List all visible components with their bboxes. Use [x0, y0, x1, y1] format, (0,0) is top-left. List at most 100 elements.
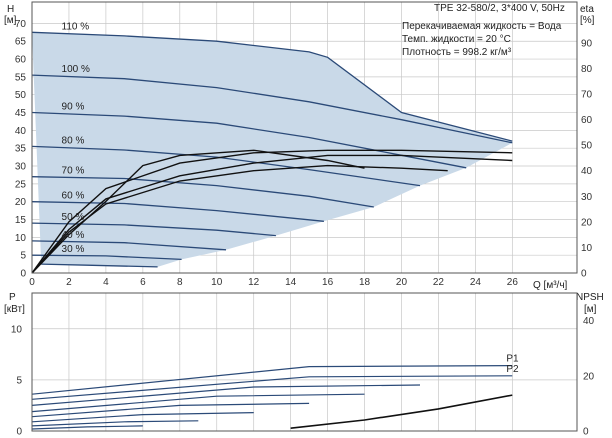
y-left-tick-label: 25 [15, 179, 27, 190]
efficiency-curve [31, 149, 365, 274]
p-tick-label: 5 [16, 375, 22, 386]
power-curve [31, 402, 310, 418]
x-tick-label: 14 [285, 277, 297, 288]
head-curve-label: 90 % [62, 102, 85, 113]
head-curve [31, 145, 421, 187]
power-curves [31, 365, 513, 430]
head-curve-label: 70 % [62, 166, 85, 177]
y-left-label-p-unit: [кВт] [4, 304, 25, 315]
y-right-tick-label: 70 [581, 90, 593, 101]
x-tick-label: 24 [470, 277, 482, 288]
chart-title: TPE 32-580/2, 3*400 V, 50Hz [434, 3, 565, 14]
x-tick-label: 10 [211, 277, 223, 288]
head-curve [31, 74, 513, 144]
y-right-label-npsh-unit: [м] [584, 304, 597, 315]
head-curve-label: 30 % [62, 244, 85, 255]
y-right-tick-label: 80 [581, 64, 593, 75]
y-right-label-eta-unit: [%] [580, 15, 595, 26]
head-curve-label: 80 % [62, 135, 85, 146]
y-right-tick-label: 0 [581, 269, 587, 280]
y-left-tick-label: 10 [15, 233, 27, 244]
y-left-label-p: P [9, 292, 16, 303]
y-left-tick-label: 55 [15, 72, 27, 83]
npsh-tick-label: 0 [583, 427, 589, 438]
y-left-tick-label: 0 [20, 269, 26, 280]
y-left-tick-label: 35 [15, 144, 27, 155]
y-left-tick-label: 5 [20, 251, 26, 262]
operating-area [32, 32, 513, 267]
head-curve [41, 263, 158, 268]
power-curve [31, 420, 199, 427]
y-right-tick-label: 40 [581, 166, 593, 177]
power-series-label: P2 [506, 364, 519, 375]
y-left-tick-label: 65 [15, 37, 27, 48]
efficiency-curve [31, 164, 448, 274]
x-tick-label: 22 [433, 277, 445, 288]
power-curve [31, 365, 513, 395]
series-labels: 110 % 100 % 90 % 80 % 70 % 60 % 50 % 40 % 30 % P1… [62, 21, 519, 374]
y-right-label-npsh: NPSH [576, 292, 604, 303]
head-curve [31, 31, 513, 142]
head-curve [31, 201, 324, 222]
npsh-tick-label: 40 [583, 316, 595, 327]
p-tick-label: 0 [16, 427, 22, 438]
head-curve-label: 110 % [62, 21, 90, 32]
head-curve [31, 176, 374, 208]
power-curve [31, 412, 254, 423]
y-right-tick-label: 10 [581, 243, 593, 254]
p-tick-label: 10 [11, 324, 23, 335]
x-tick-label: 16 [322, 277, 334, 288]
head-curve [31, 222, 276, 237]
power-curve [31, 375, 513, 400]
efficiency-curves [31, 149, 513, 274]
power-curve [31, 393, 365, 413]
x-tick-label: 0 [29, 277, 35, 288]
head-curve [31, 111, 467, 169]
y-left-tick-label: 50 [15, 90, 27, 101]
tick-labels: 0 2 4 6 8 10 12 14 16 18 20 22 24 2605101520253035404… [11, 19, 595, 438]
y-right-tick-label: 50 [581, 141, 593, 152]
y-left-tick-label: 30 [15, 162, 27, 173]
power-curve [31, 384, 421, 406]
x-tick-label: 4 [103, 277, 109, 288]
x-tick-label: 18 [359, 277, 371, 288]
head-curve-label: 50 % [62, 212, 85, 223]
y-left-label-h: H [7, 4, 14, 15]
info-line-density: Плотность = 998.2 кг/м³ [402, 47, 512, 58]
head-curve-label: 60 % [62, 191, 85, 202]
y-left-tick-label: 70 [15, 19, 27, 30]
efficiency-curve [31, 149, 513, 274]
x-tick-label: 12 [248, 277, 260, 288]
y-right-tick-label: 20 [581, 217, 593, 228]
power-curve [31, 425, 143, 430]
power-series-label: P1 [506, 354, 519, 365]
y-right-label-eta: eta [580, 4, 594, 15]
y-left-tick-label: 15 [15, 215, 27, 226]
y-right-tick-label: 90 [581, 38, 593, 49]
y-left-tick-label: 60 [15, 55, 27, 66]
y-left-tick-label: 40 [15, 126, 27, 137]
y-left-tick-label: 20 [15, 197, 27, 208]
y-left-label-h-unit: [м] [4, 15, 17, 26]
efficiency-curve [31, 154, 513, 274]
x-axis-label: Q [м³/ч] [533, 280, 568, 291]
y-right-tick-label: 30 [581, 192, 593, 203]
y-left-tick-label: 45 [15, 108, 27, 119]
bottom-panel-frame [31, 292, 578, 432]
y-right-tick-label: 60 [581, 115, 593, 126]
info-line-temp: Темп. жидкости = 20 °C [402, 34, 511, 45]
top-panel-frame [31, 1, 578, 274]
x-tick-label: 26 [507, 277, 519, 288]
info-line-liquid: Перекачиваемая жидкость = Вода [402, 21, 562, 32]
x-tick-label: 8 [177, 277, 183, 288]
head-curves [31, 31, 513, 268]
x-tick-label: 2 [66, 277, 72, 288]
head-curve-label: 100 % [62, 64, 90, 75]
npsh-curve [290, 394, 513, 429]
head-curve [31, 254, 182, 261]
operating-area-fill [32, 32, 513, 267]
npsh-tick-label: 20 [583, 371, 595, 382]
x-tick-label: 20 [396, 277, 408, 288]
head-curve-label: 40 % [62, 230, 85, 241]
